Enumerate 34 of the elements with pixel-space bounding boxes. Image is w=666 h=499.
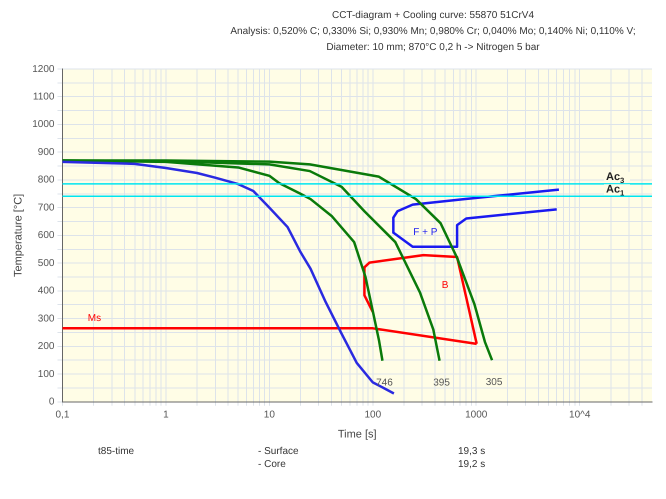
chart-subtitle: Analysis: 0,520% C; 0,330% Si; 0,930% Mn; 0,980% Cr; 0,040% Mo; 0,140% Ni; 0,110% V; Diameter: 10 mm; 870°C 0,2 h -> Nitrogen 5 bar bbox=[229, 25, 637, 55]
chart-title: CCT-diagram + Cooling curve: 55870 51CrV4 bbox=[330, 9, 536, 23]
text: t85-time bbox=[98, 445, 136, 458]
y-tick-label: 0 bbox=[48, 396, 55, 408]
y-tick-label: 100 bbox=[38, 368, 55, 380]
text: - Core bbox=[258, 458, 287, 471]
x-tick-label: 100 bbox=[364, 410, 382, 421]
x-tick-label: 0,1 bbox=[55, 410, 70, 421]
y-tick-label: 200 bbox=[38, 341, 55, 352]
series-label: 395 bbox=[433, 378, 450, 389]
x-tick-label: 10^4 bbox=[568, 410, 591, 421]
y-tick-label: 300 bbox=[38, 313, 55, 324]
x-tick-label: 1 bbox=[163, 410, 170, 421]
y-axis-title: Temperature [°C] bbox=[12, 194, 25, 278]
y-tick-label: 700 bbox=[38, 202, 55, 214]
text: 19,3 s bbox=[458, 445, 486, 458]
series-label: B bbox=[442, 280, 449, 291]
y-tick-label: 500 bbox=[38, 258, 55, 269]
y-tick-label: 1000 bbox=[32, 119, 55, 130]
series-label: 305 bbox=[486, 376, 503, 388]
y-tick-label: 400 bbox=[38, 286, 55, 297]
series-label: Ms bbox=[88, 313, 102, 324]
y-tick-label: 1200 bbox=[32, 64, 55, 75]
y-tick-label: 900 bbox=[38, 146, 55, 158]
text: - Surface bbox=[258, 445, 300, 458]
y-tick-label: 800 bbox=[38, 174, 55, 186]
y-tick-label: 1100 bbox=[32, 91, 55, 102]
series-label: F + P bbox=[413, 226, 438, 238]
x-axis-title: Time [s] bbox=[338, 428, 377, 440]
x-tick-label: 10 bbox=[264, 410, 276, 421]
text: 19,2 s bbox=[458, 458, 486, 471]
series-label: 746 bbox=[376, 378, 394, 389]
y-tick-label: 600 bbox=[38, 230, 55, 242]
x-tick-label: 1000 bbox=[465, 410, 488, 421]
